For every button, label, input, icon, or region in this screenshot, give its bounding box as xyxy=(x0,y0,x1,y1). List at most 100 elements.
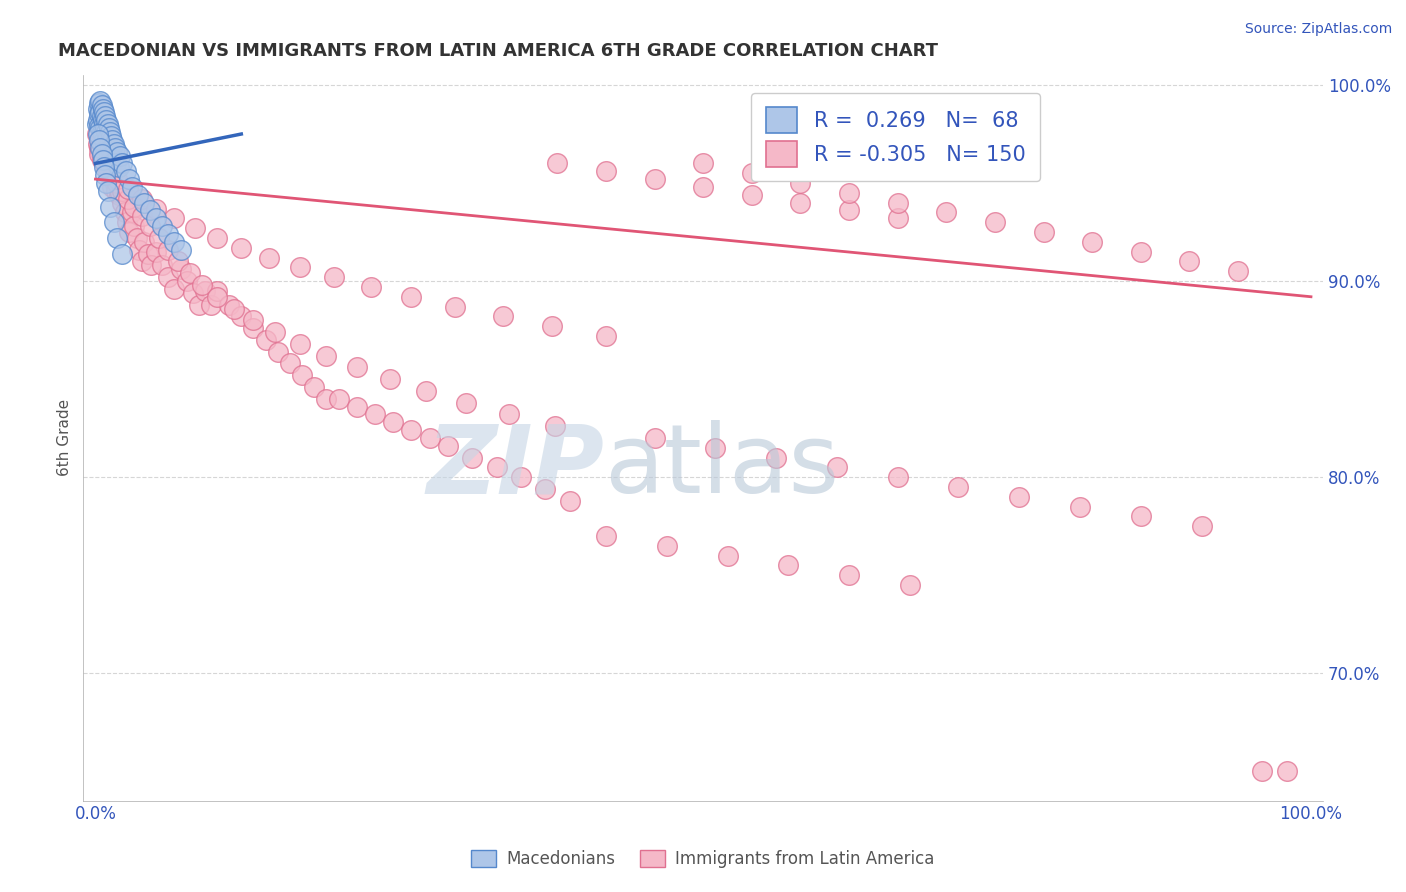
Point xyxy=(558,493,581,508)
Point xyxy=(128,243,150,257)
Point xyxy=(765,450,787,465)
Point xyxy=(94,153,117,167)
Point xyxy=(87,127,110,141)
Point xyxy=(984,215,1007,229)
Point xyxy=(132,195,155,210)
Point xyxy=(157,270,180,285)
Point xyxy=(461,450,484,465)
Point xyxy=(114,205,136,219)
Point xyxy=(360,280,382,294)
Point xyxy=(898,578,921,592)
Point xyxy=(97,184,120,198)
Point xyxy=(437,439,460,453)
Point xyxy=(94,168,117,182)
Point xyxy=(132,235,155,249)
Point xyxy=(125,231,148,245)
Point xyxy=(148,231,170,245)
Point xyxy=(90,153,112,167)
Point xyxy=(644,431,666,445)
Point xyxy=(541,319,564,334)
Point xyxy=(145,244,167,259)
Legend: R =  0.269   N=  68, R = -0.305   N= 150: R = 0.269 N= 68, R = -0.305 N= 150 xyxy=(751,93,1040,181)
Point xyxy=(87,141,110,155)
Point xyxy=(544,419,567,434)
Point xyxy=(100,145,122,159)
Point xyxy=(328,392,350,406)
Point xyxy=(90,97,112,112)
Point xyxy=(108,186,131,200)
Point xyxy=(93,146,115,161)
Point xyxy=(91,102,114,116)
Point xyxy=(86,127,108,141)
Point xyxy=(101,168,124,182)
Point xyxy=(87,107,110,121)
Y-axis label: 6th Grade: 6th Grade xyxy=(58,400,72,476)
Point xyxy=(1008,490,1031,504)
Point xyxy=(364,408,387,422)
Point xyxy=(104,176,127,190)
Point xyxy=(111,156,134,170)
Point xyxy=(87,133,110,147)
Point xyxy=(1129,509,1152,524)
Point xyxy=(838,186,860,200)
Point xyxy=(91,113,114,128)
Point xyxy=(105,231,128,245)
Point xyxy=(169,262,191,277)
Point xyxy=(105,176,128,190)
Point xyxy=(105,156,128,170)
Point xyxy=(87,119,110,133)
Point xyxy=(948,480,970,494)
Point xyxy=(100,128,122,143)
Point xyxy=(264,325,287,339)
Point xyxy=(242,313,264,327)
Point xyxy=(90,146,112,161)
Point xyxy=(89,141,111,155)
Point xyxy=(97,162,120,177)
Point xyxy=(789,176,811,190)
Point xyxy=(1081,235,1104,249)
Point xyxy=(205,284,228,298)
Point xyxy=(191,277,214,292)
Point xyxy=(90,136,112,151)
Point xyxy=(163,235,186,249)
Point xyxy=(121,205,143,219)
Point xyxy=(382,415,405,429)
Point xyxy=(97,136,120,151)
Point xyxy=(111,184,134,198)
Point xyxy=(1251,764,1274,779)
Point xyxy=(401,290,423,304)
Point xyxy=(205,231,228,245)
Point xyxy=(778,558,800,573)
Point xyxy=(254,333,277,347)
Point xyxy=(200,297,222,311)
Point xyxy=(498,408,520,422)
Point xyxy=(935,205,957,219)
Point xyxy=(167,254,190,268)
Point xyxy=(105,145,128,159)
Point xyxy=(789,195,811,210)
Point xyxy=(231,310,253,324)
Point xyxy=(304,380,326,394)
Point xyxy=(87,113,110,128)
Point xyxy=(91,153,114,167)
Point xyxy=(89,121,111,136)
Point xyxy=(546,156,568,170)
Point xyxy=(124,219,146,234)
Point xyxy=(346,360,368,375)
Point xyxy=(444,300,467,314)
Point xyxy=(346,400,368,414)
Point xyxy=(886,470,908,484)
Point xyxy=(93,133,115,147)
Text: MACEDONIAN VS IMMIGRANTS FROM LATIN AMERICA 6TH GRADE CORRELATION CHART: MACEDONIAN VS IMMIGRANTS FROM LATIN AMER… xyxy=(59,42,938,60)
Point xyxy=(94,109,117,123)
Point xyxy=(886,195,908,210)
Point xyxy=(96,125,118,139)
Point xyxy=(1032,225,1054,239)
Point xyxy=(89,94,111,108)
Point xyxy=(157,227,180,241)
Point xyxy=(157,243,180,257)
Point xyxy=(194,284,217,298)
Point xyxy=(127,187,149,202)
Point xyxy=(595,529,617,543)
Point xyxy=(117,192,139,206)
